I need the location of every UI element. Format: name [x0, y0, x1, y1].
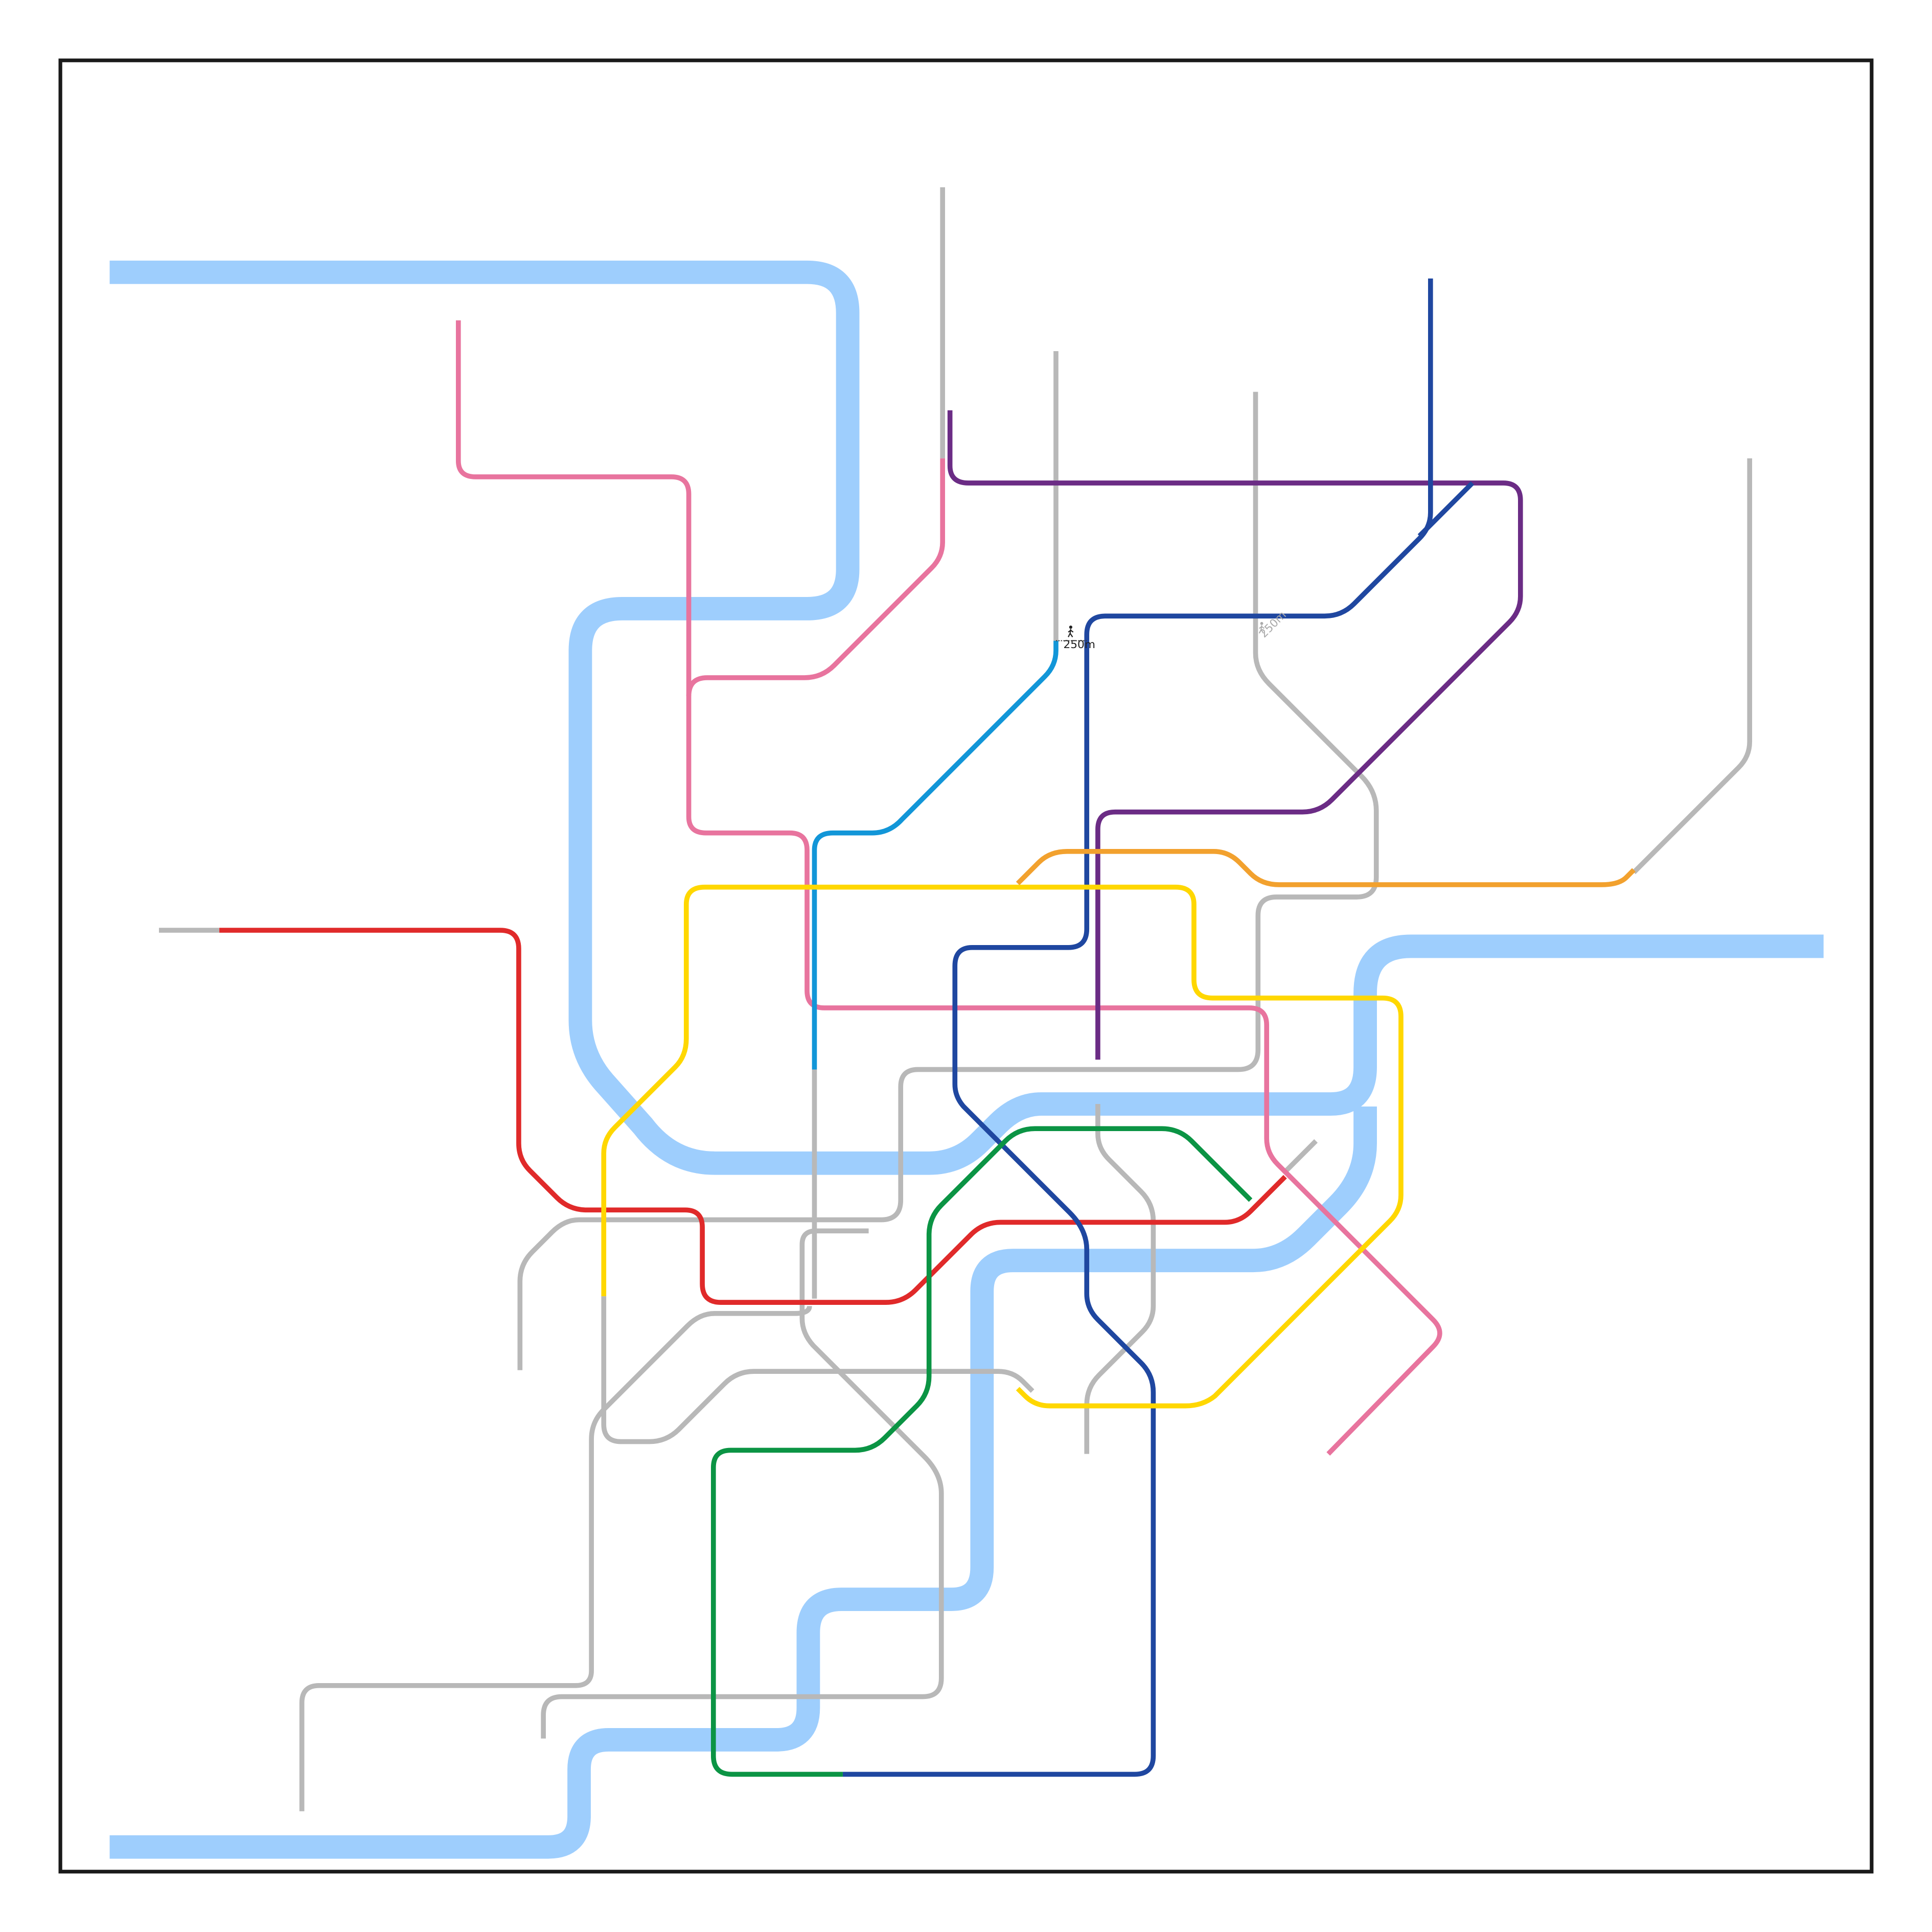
- river-lower: [109, 1106, 1377, 1859]
- grey-line-north-3[interactable]: [517, 392, 1379, 1370]
- green-line[interactable]: [710, 1126, 1253, 1777]
- grey-line-southwest-loop[interactable]: [601, 1296, 1034, 1444]
- purple-line[interactable]: [947, 410, 1523, 1060]
- cyan-line[interactable]: [812, 640, 1059, 1070]
- pedestrian-icon: [1068, 625, 1074, 637]
- grey-line-east-stub[interactable]: [1283, 1139, 1318, 1174]
- grey-line-spur-1[interactable]: [541, 1228, 944, 1739]
- pink-line-branch[interactable]: [686, 458, 946, 697]
- grey-line-northeast[interactable]: [1632, 458, 1753, 875]
- grey-line-southeast[interactable]: [1084, 1104, 1156, 1454]
- navy-line[interactable]: [842, 278, 1433, 1777]
- yellow-line[interactable]: [601, 884, 1404, 1409]
- pedestrian-icon: [1258, 622, 1264, 634]
- pink-line[interactable]: [455, 320, 1442, 1456]
- grey-lines: [158, 187, 1753, 1811]
- orange-line[interactable]: [1016, 848, 1636, 887]
- transfer-walk-distance: 250m: [1063, 638, 1095, 651]
- map-frame: [58, 58, 1874, 1874]
- transfer-walk-marker: 250m: [1055, 625, 1095, 651]
- grey-line-spur-2[interactable]: [299, 1305, 812, 1811]
- transfer-walk-marker-faded: 250m: [1257, 609, 1289, 640]
- navy-line-branch[interactable]: [1417, 481, 1475, 538]
- river-upper: [109, 260, 1824, 1175]
- rivers: [109, 260, 1824, 1859]
- red-line[interactable]: [219, 928, 1287, 1305]
